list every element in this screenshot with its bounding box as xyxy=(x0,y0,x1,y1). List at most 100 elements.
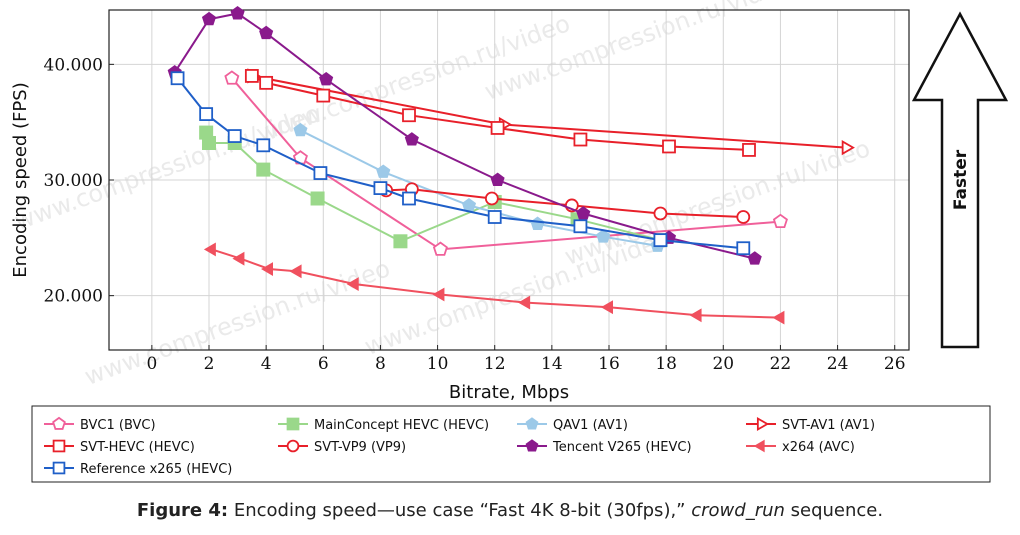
data-point xyxy=(202,135,216,150)
data-point xyxy=(316,88,331,103)
data-point xyxy=(461,198,477,212)
legend-item: SVT-VP9 (VP9) xyxy=(278,439,406,455)
data-point xyxy=(573,219,588,234)
legend: BVC1 (BVC) MainConcept HEVC (HEVC) QAV1 (A… xyxy=(44,416,875,477)
data-point xyxy=(199,107,214,121)
watermark-text: www.compression.ru/video xyxy=(481,0,794,106)
data-point xyxy=(404,132,419,146)
chart: www.compression.ru/video www.compression.… xyxy=(10,0,1009,483)
data-point xyxy=(653,233,668,248)
faster-arrow-shape xyxy=(911,11,1009,349)
data-point xyxy=(402,108,416,123)
caption-sequence-name: crowd_run xyxy=(691,500,785,521)
legend-label: SVT-VP9 (VP9) xyxy=(314,440,406,455)
legend-label: SVT-HEVC (HEVC) xyxy=(80,440,195,455)
data-point xyxy=(402,191,416,206)
data-point xyxy=(573,132,588,147)
data-point xyxy=(289,264,302,279)
data-point xyxy=(525,417,539,430)
data-point xyxy=(393,234,408,249)
data-point xyxy=(756,416,770,432)
series-line xyxy=(211,248,781,319)
legend-item: Tencent V265 (HEVC) xyxy=(517,439,692,455)
x-tick-label: 2 xyxy=(204,354,215,374)
data-point xyxy=(736,241,751,256)
data-point xyxy=(432,287,445,302)
data-point xyxy=(484,191,499,206)
x-tick-label: 16 xyxy=(598,354,620,374)
data-point xyxy=(256,162,271,177)
data-point xyxy=(52,461,66,475)
series-reference-x265-hevc xyxy=(170,71,751,256)
x-tick-label: 4 xyxy=(261,354,272,374)
data-point xyxy=(310,191,325,206)
x-tick-label: 0 xyxy=(146,354,157,374)
data-point xyxy=(376,164,391,178)
data-point xyxy=(373,181,388,195)
series-line xyxy=(173,12,755,260)
data-point xyxy=(772,310,785,325)
data-point xyxy=(52,439,66,453)
series-x264-avc xyxy=(203,242,785,325)
data-point xyxy=(689,308,702,323)
caption-text-end: sequence. xyxy=(784,500,884,521)
data-point xyxy=(742,143,756,157)
data-point xyxy=(286,439,300,453)
legend-item: SVT-HEVC (HEVC) xyxy=(44,439,195,455)
data-point xyxy=(256,138,271,153)
y-tick-label: 30.000 xyxy=(44,171,103,191)
data-point xyxy=(313,166,328,180)
x-tick-label: 10 xyxy=(427,354,449,374)
legend-item: BVC1 (BVC) xyxy=(44,416,156,433)
legend-box xyxy=(31,405,991,483)
data-point xyxy=(600,300,613,315)
data-point xyxy=(260,262,273,276)
x-tick-label: 26 xyxy=(884,354,906,374)
data-point xyxy=(576,206,591,220)
caption-label: Figure 4: xyxy=(136,500,229,521)
faster-arrow: Faster xyxy=(911,11,1009,349)
y-axis-label: Encoding speed (FPS) xyxy=(10,82,31,277)
data-point xyxy=(244,69,259,83)
legend-label: Tencent V265 (HEVC) xyxy=(552,440,692,455)
data-point xyxy=(293,122,308,137)
data-point xyxy=(52,416,66,430)
series-qav1-av1 xyxy=(293,122,665,252)
x-tick-label: 22 xyxy=(770,354,792,374)
x-tick-label: 6 xyxy=(318,354,329,374)
legend-item: x264 (AVC) xyxy=(746,439,855,455)
x-tick-label: 20 xyxy=(712,354,734,374)
series-bvc1-bvc xyxy=(224,70,788,256)
data-point xyxy=(596,229,611,243)
data-point xyxy=(747,251,762,265)
legend-label: Reference x265 (HEVC) xyxy=(80,462,232,477)
data-point xyxy=(259,75,274,90)
y-tick-label: 20.000 xyxy=(44,287,103,307)
x-tick-label: 24 xyxy=(827,354,849,374)
series-line xyxy=(231,77,781,251)
series-layer xyxy=(167,6,855,325)
data-point xyxy=(736,210,751,224)
data-point xyxy=(346,277,359,292)
legend-label: BVC1 (BVC) xyxy=(80,418,156,433)
data-point xyxy=(224,70,240,85)
faster-label: Faster xyxy=(951,149,971,210)
watermark-text: www.compression.ru/video xyxy=(81,254,394,391)
data-point xyxy=(753,439,765,453)
legend-item: MainConcept HEVC (HEVC) xyxy=(278,417,489,433)
data-point xyxy=(530,216,545,230)
data-point xyxy=(319,71,334,86)
data-point xyxy=(432,241,448,256)
data-point xyxy=(170,71,185,86)
legend-item: QAV1 (AV1) xyxy=(517,417,628,433)
data-point xyxy=(487,210,502,224)
tick-layer: 0 2 4 6 8 10 12 14 16 18 20 22 24 2620.00030.00040.00… xyxy=(44,55,906,374)
data-point xyxy=(230,6,245,20)
data-point xyxy=(662,139,676,154)
legend-label: x264 (AVC) xyxy=(782,440,855,455)
caption-text: Encoding speed—use case “Fast 4K 8-bit (… xyxy=(228,500,692,521)
series-line xyxy=(299,129,658,247)
series-svt-hevc-hevc xyxy=(244,69,756,157)
x-tick-label: 12 xyxy=(484,354,506,374)
